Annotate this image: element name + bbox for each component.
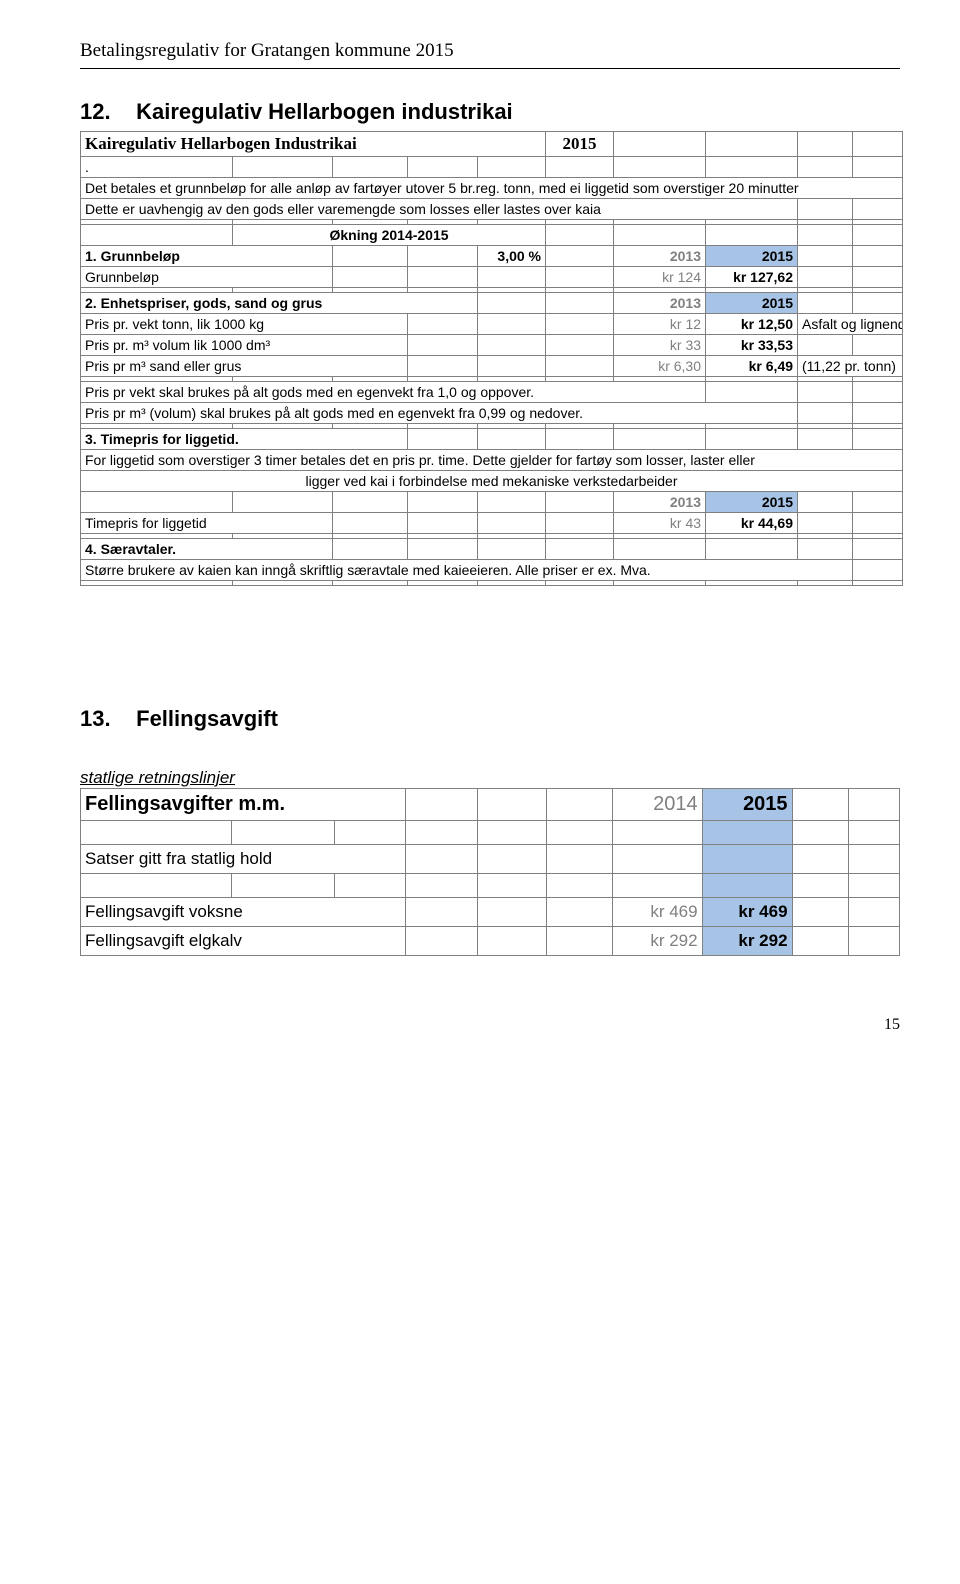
table-row <box>81 581 903 586</box>
table-row: Dette er uavhengig av den gods eller var… <box>81 199 903 220</box>
felling-title: Fellingsavgifter m.m. <box>81 789 406 821</box>
enhet-r3: Pris pr m³ sand eller grus <box>81 356 408 377</box>
table-row: Pris pr. m³ volum lik 1000 dm³ kr 33 kr … <box>81 335 903 356</box>
y2013-3: 2013 <box>614 492 706 513</box>
doc-header: Betalingsregulativ for Gratangen kommune… <box>80 40 900 62</box>
enhet-r1-note: Asfalt og lignende <box>798 314 903 335</box>
table-row: Pris pr m³ (volum) skal brukes på alt go… <box>81 403 903 424</box>
note-2: Pris pr m³ (volum) skal brukes på alt go… <box>81 403 798 424</box>
desc-1: Det betales et grunnbeløp for alle anløp… <box>81 178 903 199</box>
saer-title: 4. Særavtaler. <box>81 539 333 560</box>
kai-year: 2015 <box>546 132 614 157</box>
enhet-r3-note: (11,22 pr. tonn) <box>798 356 903 377</box>
y2015-2: 2015 <box>706 293 798 314</box>
kalv-label: Fellingsavgift elgkalv <box>81 927 406 956</box>
time-2015: kr 44,69 <box>706 513 798 534</box>
kalv-2015: kr 292 <box>702 927 792 956</box>
table-row: Grunnbeløp kr 124 kr 127,62 <box>81 267 903 288</box>
time-title: 3. Timepris for liggetid. <box>81 429 408 450</box>
enhet-r1-2015: kr 12,50 <box>706 314 798 335</box>
y2013-2: 2013 <box>614 293 706 314</box>
time-2013: kr 43 <box>614 513 706 534</box>
table-row: Økning 2014-2015 <box>81 225 903 246</box>
desc-2: Dette er uavhengig av den gods eller var… <box>81 199 798 220</box>
y2014: 2014 <box>612 789 702 821</box>
grunnbelop-2013: kr 124 <box>614 267 706 288</box>
table-row: Satser gitt fra statlig hold <box>81 845 900 874</box>
table-row: Fellingsavgifter m.m. 2014 2015 <box>81 789 900 821</box>
section-13-text: Fellingsavgift <box>136 706 278 731</box>
y2015: 2015 <box>706 246 798 267</box>
kalv-2014: kr 292 <box>612 927 702 956</box>
enhet-r2-2013: kr 33 <box>614 335 706 356</box>
time-row: Timepris for liggetid <box>81 513 333 534</box>
table-row: Fellingsavgift voksne kr 469 kr 469 <box>81 898 900 927</box>
time-desc1: For liggetid som overstiger 3 timer beta… <box>81 450 903 471</box>
section-13-title: 13. Fellingsavgift <box>80 706 900 732</box>
table-section-12: Kairegulativ Hellarbogen Industrikai 201… <box>80 131 903 586</box>
enhet-r3-2015: kr 6,49 <box>706 356 798 377</box>
section-13-num: 13. <box>80 706 130 732</box>
table-row: 3. Timepris for liggetid. <box>81 429 903 450</box>
section-12-text: Kairegulativ Hellarbogen industrikai <box>136 99 513 124</box>
y2013: 2013 <box>614 246 706 267</box>
kai-title: Kairegulativ Hellarbogen Industrikai <box>81 132 546 157</box>
y2015-3: 2015 <box>706 492 798 513</box>
grunnbelop-label: 1. Grunnbeløp <box>81 246 333 267</box>
table-row: Pris pr vekt skal brukes på alt gods med… <box>81 382 903 403</box>
section-12-title: 12. Kairegulativ Hellarbogen industrikai <box>80 99 900 125</box>
saer-desc: Større brukere av kaien kan inngå skrift… <box>81 560 853 581</box>
voksne-2015: kr 469 <box>702 898 792 927</box>
enhet-r2: Pris pr. m³ volum lik 1000 dm³ <box>81 335 408 356</box>
divider <box>80 68 900 69</box>
grunnbelop-pct: 3,00 % <box>478 246 546 267</box>
page-number: 15 <box>80 1016 900 1034</box>
table-row: For liggetid som overstiger 3 timer beta… <box>81 450 903 471</box>
grunnbelop-2015: kr 127,62 <box>706 267 798 288</box>
enhet-r1: Pris pr. vekt tonn, lik 1000 kg <box>81 314 408 335</box>
table-row: 2013 2015 <box>81 492 903 513</box>
table-row: Det betales et grunnbeløp for alle anløp… <box>81 178 903 199</box>
table-row: Timepris for liggetid kr 43 kr 44,69 <box>81 513 903 534</box>
table-row: Fellingsavgift elgkalv kr 292 kr 292 <box>81 927 900 956</box>
table-row: Pris pr. vekt tonn, lik 1000 kg kr 12 kr… <box>81 314 903 335</box>
table-row <box>81 821 900 845</box>
y2015-4: 2015 <box>702 789 792 821</box>
voksne-label: Fellingsavgift voksne <box>81 898 406 927</box>
satser: Satser gitt fra statlig hold <box>81 845 406 874</box>
time-desc2: ligger ved kai i forbindelse med mekanis… <box>81 471 903 492</box>
okning: Økning 2014-2015 <box>233 225 546 246</box>
enhet-r3-2013: kr 6,30 <box>614 356 706 377</box>
section-13-subtitle: statlige retningslinjer <box>80 768 900 788</box>
table-section-13: Fellingsavgifter m.m. 2014 2015 Satser g… <box>80 788 900 956</box>
table-row: . <box>81 157 903 178</box>
table-row <box>81 874 900 898</box>
dot: . <box>81 157 233 178</box>
table-row: 1. Grunnbeløp 3,00 % 2013 2015 <box>81 246 903 267</box>
table-row: Kairegulativ Hellarbogen Industrikai 201… <box>81 132 903 157</box>
table-row: 2. Enhetspriser, gods, sand og grus 2013… <box>81 293 903 314</box>
enhet-title: 2. Enhetspriser, gods, sand og grus <box>81 293 478 314</box>
grunnbelop-row: Grunnbeløp <box>81 267 333 288</box>
voksne-2014: kr 469 <box>612 898 702 927</box>
table-row: Pris pr m³ sand eller grus kr 6,30 kr 6,… <box>81 356 903 377</box>
section-12-num: 12. <box>80 99 130 125</box>
note-1: Pris pr vekt skal brukes på alt gods med… <box>81 382 706 403</box>
enhet-r2-2015: kr 33,53 <box>706 335 798 356</box>
table-row: ligger ved kai i forbindelse med mekanis… <box>81 471 903 492</box>
table-row: Større brukere av kaien kan inngå skrift… <box>81 560 903 581</box>
enhet-r1-2013: kr 12 <box>614 314 706 335</box>
table-row: 4. Særavtaler. <box>81 539 903 560</box>
